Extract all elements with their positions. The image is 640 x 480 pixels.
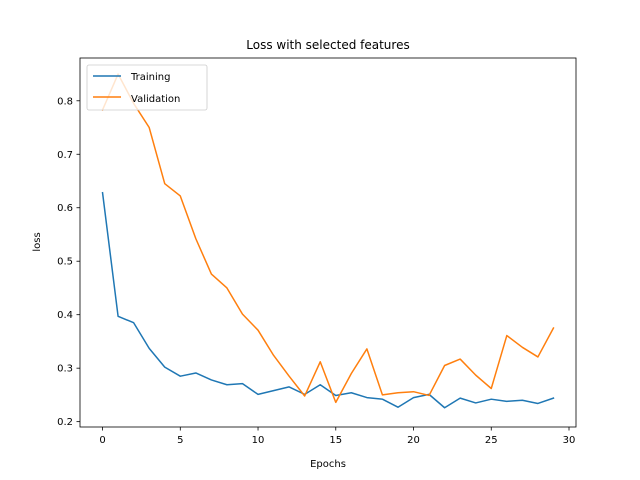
y-axis: 0.2 0.3 0.4 0.5 0.6 0.7 0.8 <box>57 96 80 428</box>
legend-label-training: Training <box>130 72 170 83</box>
x-axis: 0 5 10 15 20 25 30 <box>99 427 575 446</box>
legend-label-validation: Validation <box>131 94 180 105</box>
y-tick-label: 0.4 <box>57 310 73 321</box>
x-axis-label: Epochs <box>310 459 346 470</box>
x-tick-label: 30 <box>563 435 576 446</box>
legend: Training Validation <box>86 64 208 111</box>
plot-lines <box>101 73 555 409</box>
x-tick-label: 0 <box>99 435 105 446</box>
x-tick-label: 25 <box>485 435 498 446</box>
plot-frame <box>79 57 577 428</box>
y-tick-label: 0.2 <box>57 417 73 428</box>
y-tick-label: 0.5 <box>57 257 73 268</box>
y-tick-label: 0.7 <box>57 150 73 161</box>
x-tick-label: 5 <box>177 435 183 446</box>
series-line-validation <box>101 73 555 404</box>
chart-title: Loss with selected features <box>246 38 409 52</box>
y-tick-label: 0.3 <box>57 364 73 375</box>
y-tick-label: 0.8 <box>57 96 73 107</box>
series-line-training <box>101 191 555 409</box>
y-tick-label: 0.6 <box>57 203 73 214</box>
x-tick-label: 15 <box>329 435 342 446</box>
y-axis-label: loss <box>32 232 43 251</box>
x-tick-label: 10 <box>252 435 265 446</box>
x-tick-label: 20 <box>407 435 420 446</box>
